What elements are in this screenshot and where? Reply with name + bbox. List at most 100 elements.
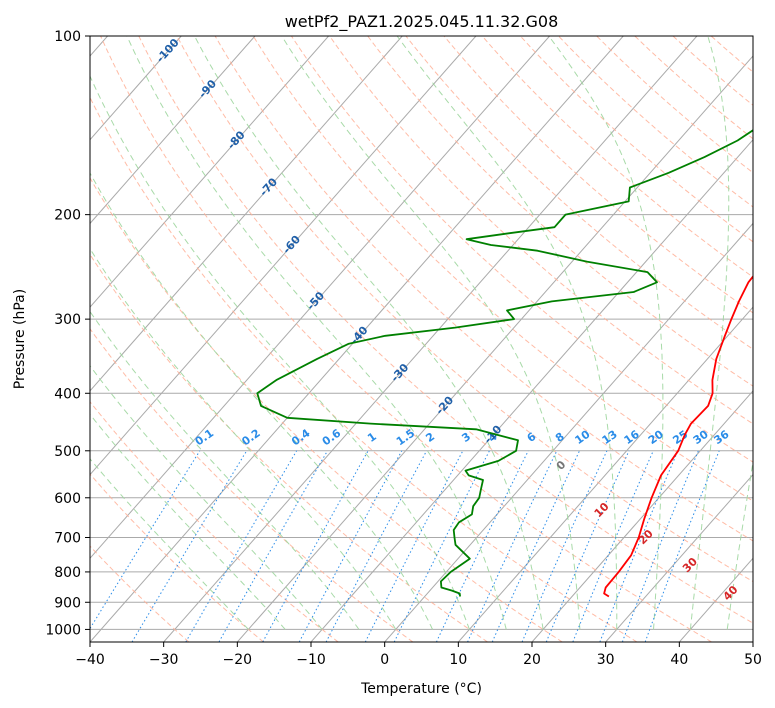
isotherm-line — [90, 36, 403, 392]
mixing-ratio-line — [262, 450, 369, 642]
dry-adiabat-line — [519, 36, 753, 243]
moist-adiabat-line — [396, 36, 618, 630]
moist-adiabat-line — [726, 459, 753, 630]
dry-adiabat-line — [90, 545, 190, 642]
isotherm-line — [90, 36, 550, 560]
moist-adiabat-label: 40 — [721, 583, 741, 603]
temperature-profile-line — [603, 275, 753, 598]
isotherm-line — [531, 390, 753, 642]
moist-adiabat-line — [90, 172, 434, 630]
isotherm-line — [163, 36, 698, 642]
isotherm-line — [90, 36, 256, 225]
y-tick-label: 400 — [54, 386, 81, 402]
moist-adiabat-line — [90, 457, 249, 630]
dry-adiabat-line — [290, 36, 753, 463]
moist-adiabat-line — [281, 36, 581, 630]
dry-adiabat-line — [252, 36, 753, 502]
mixing-ratio-label: 0.2 — [239, 427, 262, 449]
dry-adiabat-line — [90, 473, 264, 642]
y-tick-label: 900 — [54, 595, 81, 611]
mixing-ratio-line — [218, 450, 328, 642]
dry-adiabat-line — [90, 327, 414, 642]
x-tick-label: −10 — [296, 652, 326, 668]
moist-adiabat-line — [126, 36, 507, 630]
mixing-ratio-line — [185, 450, 298, 642]
dry-adiabat-line — [214, 36, 753, 542]
dry-adiabat-line — [90, 176, 563, 642]
mixing-ratio-line — [599, 450, 679, 642]
moist-adiabat-label: 10 — [592, 500, 612, 520]
x-tick-label: 40 — [670, 652, 688, 668]
series-lines — [256, 129, 753, 598]
dry-adiabat-line — [138, 36, 753, 624]
x-tick-label: 20 — [523, 652, 541, 668]
mixing-ratio-line — [545, 450, 630, 642]
dry-adiabat-line — [405, 36, 753, 350]
axis-ticks: −40 −30 −20 −10 0 10 20 30 40 50 100 200 300 400 500 60… — [45, 29, 762, 668]
dry-adiabat-line — [329, 36, 753, 425]
dry-adiabat-line — [443, 36, 753, 314]
dewpoint-profile-line — [256, 129, 753, 597]
mixing-ratio-label: 20 — [646, 428, 666, 448]
dry-adiabat-line — [100, 36, 712, 642]
dry-adiabat-line — [710, 36, 753, 73]
x-axis-label: Temperature (°C) — [360, 681, 482, 697]
x-tick-label: −20 — [223, 652, 253, 668]
mixing-ratio-label: 13 — [600, 428, 620, 447]
isotherm-line — [90, 36, 624, 642]
y-tick-label: 500 — [54, 444, 81, 460]
moist-adiabat-line — [90, 247, 397, 630]
plot-frame — [89, 35, 754, 643]
moist-adiabat-line — [689, 36, 730, 630]
y-axis-label: Pressure (hPa) — [12, 289, 28, 389]
dry-adiabat-line — [481, 36, 753, 278]
y-tick-label: 1000 — [45, 622, 81, 638]
y-tick-label: 200 — [54, 208, 81, 224]
mixing-ratio-line — [644, 450, 720, 642]
x-tick-label: 10 — [449, 652, 467, 668]
x-tick-label: −40 — [75, 652, 105, 668]
mixing-ratio-label: 0.4 — [289, 426, 313, 448]
mixing-ratio-label: 2 — [423, 430, 437, 445]
chart-title: wetPf2_PAZ1.2025.045.11.32.G08 — [285, 12, 559, 32]
x-tick-label: 0 — [380, 652, 389, 668]
dry-adiabat-line — [367, 36, 753, 387]
moist-adiabat-line — [90, 413, 286, 630]
dry-adiabat-line — [90, 400, 339, 642]
mixing-ratio-line — [572, 450, 654, 642]
y-tick-label: 800 — [54, 565, 81, 581]
mixing-ratio-line — [131, 450, 248, 642]
dry-adiabat-line — [90, 96, 638, 642]
dry-adiabat-line — [634, 36, 753, 140]
isotherm-line — [90, 36, 477, 476]
isotherm-line — [90, 36, 182, 141]
mixing-ratio-line — [491, 450, 580, 642]
dry-adiabat-line — [176, 36, 753, 583]
isotherm-line — [752, 641, 753, 642]
isotherm-line — [678, 557, 753, 642]
moist-adiabat-line — [90, 365, 323, 630]
mixing-ratio-label: 36 — [711, 427, 731, 447]
mixing-ratio-line — [325, 450, 428, 642]
mixing-ratio-label: 1 — [365, 430, 379, 445]
mixing-ratio-label: 0.6 — [320, 426, 344, 448]
moist-adiabat-line — [194, 36, 544, 630]
mixing-ratio-line — [521, 450, 608, 642]
dry-adiabat-line — [558, 36, 753, 208]
moist-adiabat-line — [90, 310, 360, 630]
moist-adiabat-line — [90, 74, 470, 630]
mixing-ratio-line — [90, 450, 201, 630]
mixing-ratio-label: 3 — [459, 430, 473, 445]
x-tick-label: 30 — [597, 652, 615, 668]
isotherm-line — [384, 222, 753, 642]
isotherm-line — [605, 473, 753, 642]
background-lines — [90, 36, 753, 642]
mixing-ratio-label: 1.5 — [394, 426, 417, 448]
mixing-ratio-label: 16 — [622, 427, 642, 447]
x-tick-label: −30 — [149, 652, 179, 668]
isotherm-line — [236, 55, 753, 642]
y-tick-label: 700 — [54, 531, 81, 547]
mixing-ratio-label: 30 — [691, 427, 711, 447]
mixing-ratio-line — [393, 450, 490, 642]
